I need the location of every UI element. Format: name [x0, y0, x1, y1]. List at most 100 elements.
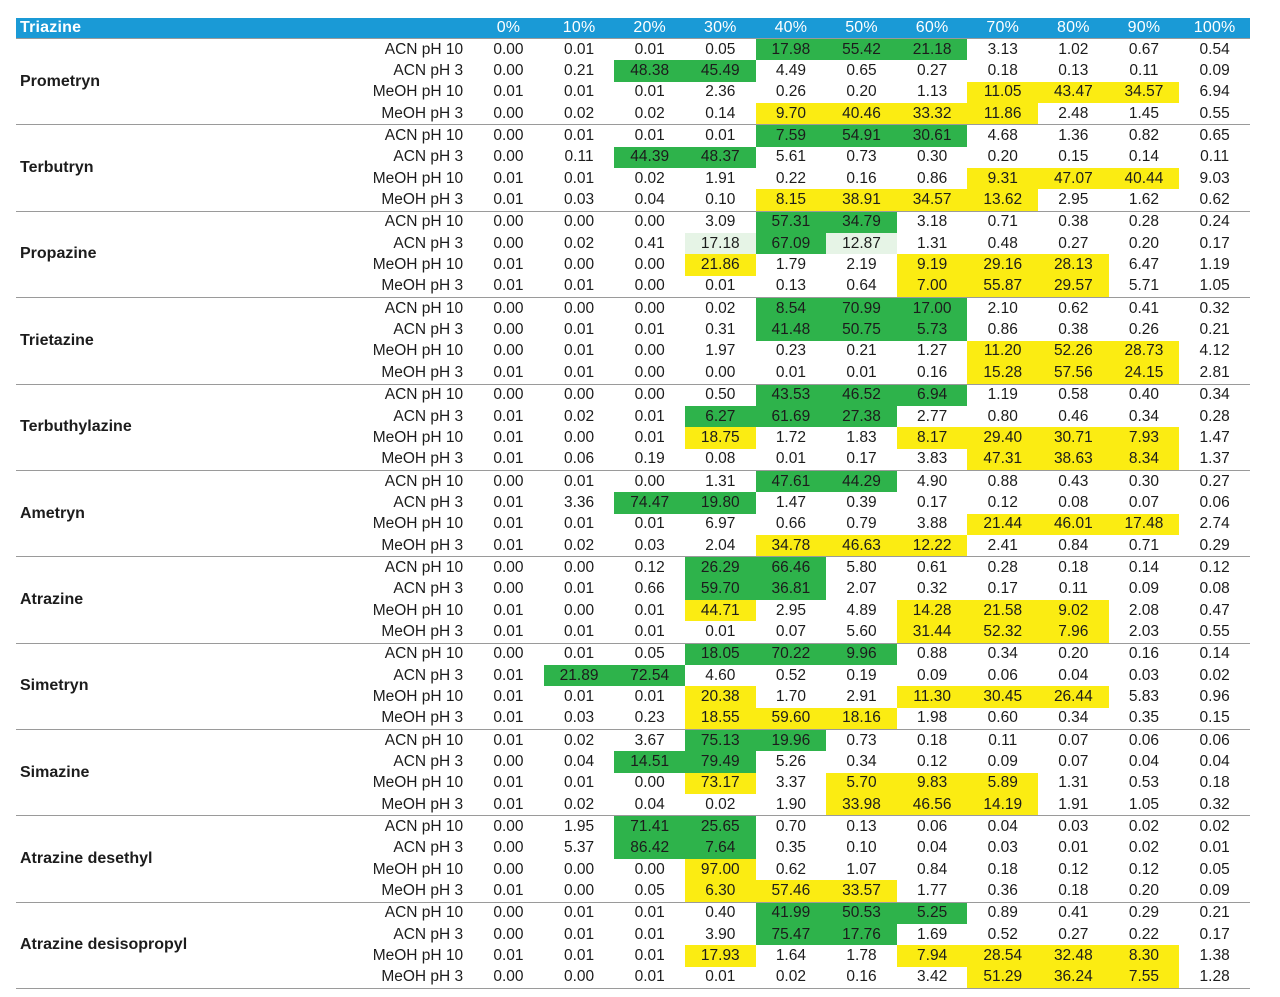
value-cell: 86.42	[614, 837, 685, 860]
value-cell: 0.03	[563, 709, 595, 727]
value-cell: 0.03	[1128, 666, 1160, 684]
value-cell: 0.80	[987, 407, 1018, 425]
condition-label: ACN pH 10	[322, 729, 474, 752]
value-cell: 34.78	[755, 534, 827, 557]
value-cell: 38.91	[826, 189, 897, 212]
condition-label: ACN pH 10	[322, 383, 474, 406]
table-row: MeOH pH 3 0.01 0.01 0.00 0.00 0.01 0.01 0.16 15.…	[16, 362, 1250, 384]
value-cell: 0.01	[614, 124, 685, 147]
value-cell: 0.32	[1199, 795, 1230, 813]
value-cell: 0.18	[987, 860, 1018, 878]
value-cell: 5.70	[826, 772, 897, 795]
value-cell: 40.44	[1108, 168, 1180, 190]
value-cell: 0.02	[755, 966, 827, 990]
value-cell: 3.83	[917, 450, 948, 468]
value-cell: 1.97	[705, 342, 736, 360]
condition-label: ACN pH 3	[393, 580, 464, 598]
value-cell: 0.06	[1199, 493, 1230, 511]
value-cell: 7.96	[1038, 621, 1109, 644]
value-cell: 7.93	[1108, 427, 1180, 449]
value-cell: 0.01	[775, 450, 806, 468]
value-cell: 6.27	[684, 405, 756, 428]
value-cell: 0.18	[987, 62, 1018, 80]
table-row: MeOH pH 3 0.01 0.01 0.01 0.01 0.07 5.60 31.44 52…	[16, 621, 1250, 644]
value-cell: 0.02	[563, 234, 595, 252]
value-cell: 5.80	[826, 556, 897, 579]
value-cell: 1.95	[543, 815, 615, 838]
value-cell: 18.16	[826, 707, 897, 730]
value-cell: 0.14	[705, 104, 736, 122]
table-row: MeOH pH 10 0.01 0.01 0.01 17.93 1.64 1.78 7.94 2…	[16, 945, 1250, 967]
value-cell: 0.65	[846, 62, 877, 80]
value-cell: 0.01	[705, 622, 736, 640]
value-cell: 0.38	[1038, 210, 1109, 234]
value-cell: 46.52	[826, 383, 897, 406]
table-row: ACN pH 3 0.00 0.01 0.66 59.70 36.81 2.07 0.32 0.…	[16, 578, 1250, 600]
value-cell: 0.00	[634, 363, 665, 381]
value-cell: 1.27	[917, 342, 948, 360]
condition-label: MeOH pH 10	[372, 428, 464, 446]
value-cell: 5.25	[896, 901, 968, 925]
value-cell: 0.10	[846, 839, 877, 857]
value-cell: 0.22	[1128, 925, 1160, 943]
value-cell: 55.42	[826, 38, 897, 61]
condition-label: ACN pH 3	[393, 62, 464, 80]
value-cell: 0.05	[614, 642, 685, 665]
value-cell: 0.29	[1199, 536, 1230, 554]
value-cell: 4.68	[967, 124, 1039, 147]
value-cell: 0.01	[493, 882, 524, 900]
condition-label: ACN pH 3	[393, 839, 464, 857]
value-cell: 0.40	[684, 901, 756, 925]
compound-name: Terbutryn	[16, 124, 323, 212]
value-cell: 48.38	[614, 60, 685, 82]
header-row: Triazine 0% 10% 20% 30% 40% 50% 60% 70% 80% 90% 10…	[16, 18, 1250, 39]
value-cell: 44.39	[614, 146, 685, 169]
value-cell: 0.00	[543, 210, 615, 234]
table-row: MeOH pH 10 0.00 0.01 0.00 1.97 0.23 0.21 1.27 11…	[16, 340, 1250, 363]
value-cell: 1.36	[1038, 124, 1109, 147]
value-cell: 0.43	[1038, 469, 1109, 493]
value-cell: 0.01	[563, 363, 595, 381]
value-cell: 0.01	[493, 687, 524, 705]
value-cell: 0.02	[1179, 815, 1250, 838]
header-col-20pct: 20%	[614, 18, 685, 39]
value-cell: 5.83	[1128, 687, 1160, 705]
table-row: MeOH pH 3 0.01 0.02 0.03 2.04 34.78 46.63 12.22…	[16, 534, 1250, 557]
value-cell: 17.00	[896, 297, 968, 320]
value-cell: 2.77	[917, 407, 948, 425]
value-cell: 19.96	[755, 729, 827, 752]
value-cell: 0.21	[563, 62, 595, 80]
value-cell: 2.81	[1199, 363, 1230, 381]
table-row: ACN pH 3 0.00 0.01 0.01 0.31 41.48 50.75 5.73 0.…	[16, 319, 1250, 341]
value-cell: 7.55	[1108, 966, 1180, 990]
value-cell: 0.01	[1058, 839, 1089, 857]
value-cell: 0.21	[1199, 321, 1230, 339]
value-cell: 2.04	[705, 536, 736, 554]
value-cell: 8.17	[896, 427, 968, 449]
value-cell: 0.20	[987, 148, 1018, 166]
value-cell: 0.01	[473, 729, 544, 752]
value-cell: 0.01	[563, 947, 595, 965]
value-cell: 0.17	[987, 580, 1018, 598]
value-cell: 0.30	[1108, 469, 1180, 493]
value-cell: 0.35	[775, 839, 806, 857]
condition-label: ACN pH 10	[322, 210, 474, 234]
value-cell: 21.18	[896, 38, 968, 61]
value-cell: 1.13	[917, 83, 948, 101]
condition-label: ACN pH 3	[393, 925, 464, 943]
value-cell: 0.01	[493, 795, 524, 813]
value-cell: 0.05	[634, 882, 665, 900]
condition-label: MeOH pH 3	[381, 622, 464, 640]
value-cell: 9.19	[896, 254, 968, 276]
compound-name: Atrazine	[16, 556, 323, 644]
value-cell: 1.72	[775, 428, 806, 446]
value-cell: 0.01	[634, 321, 665, 339]
value-cell: 0.39	[846, 493, 877, 511]
value-cell: 0.11	[1129, 62, 1159, 80]
condition-label: ACN pH 3	[393, 493, 464, 511]
value-cell: 33.98	[826, 794, 897, 816]
value-cell: 0.08	[1058, 493, 1089, 511]
condition-label: MeOH pH 3	[381, 191, 464, 209]
value-cell: 5.73	[896, 319, 968, 341]
table-row: MeOH pH 3 0.01 0.06 0.19 0.08 0.01 0.17 3.83 47.…	[16, 448, 1250, 471]
